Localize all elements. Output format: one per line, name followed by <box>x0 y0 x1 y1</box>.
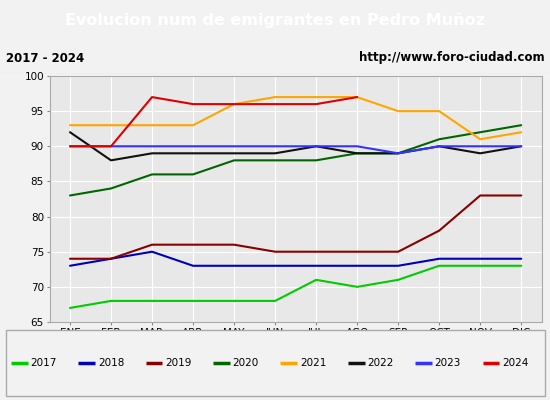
Text: 2017: 2017 <box>30 358 57 368</box>
Text: http://www.foro-ciudad.com: http://www.foro-ciudad.com <box>359 52 544 64</box>
Text: 2022: 2022 <box>367 358 394 368</box>
FancyBboxPatch shape <box>6 330 544 396</box>
Text: 2020: 2020 <box>233 358 259 368</box>
Text: 2018: 2018 <box>98 358 124 368</box>
Text: 2017 - 2024: 2017 - 2024 <box>6 52 84 64</box>
Text: Evolucion num de emigrantes en Pedro Muñoz: Evolucion num de emigrantes en Pedro Muñ… <box>65 14 485 28</box>
Text: 2024: 2024 <box>502 358 529 368</box>
Text: 2021: 2021 <box>300 358 326 368</box>
Text: 2019: 2019 <box>165 358 191 368</box>
Text: 2023: 2023 <box>434 358 461 368</box>
